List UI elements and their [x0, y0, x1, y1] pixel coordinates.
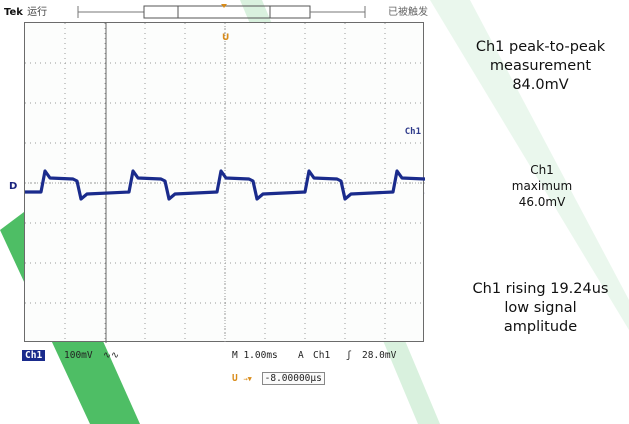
volts-per-div: 100mV: [64, 350, 93, 361]
scope-status-bar: Ch1 100mV ∿∿ M 1.00ms A Ch1 ʃ 28.0mV: [22, 350, 432, 364]
oscilloscope-screen: Tek 运行 已被触发 U Ch1 D Ch1 100mV ∿∿ M 1.00m…: [0, 0, 432, 385]
trigger-source: Ch1: [313, 350, 331, 361]
rising-line-1: Ch1 rising 19.24us: [472, 281, 609, 297]
offset-value: -8.00000µs: [261, 372, 325, 385]
ch1-waveform: [25, 169, 425, 201]
channel-badge: Ch1: [22, 350, 46, 361]
graticule: U: [25, 23, 425, 343]
trigger-level: 28.0mV: [362, 350, 397, 361]
trigger-offset-icon: U: [232, 373, 238, 384]
maximum-line-1: Ch1: [530, 163, 554, 177]
brand-name: Tek: [4, 7, 23, 18]
scope-top-bar: Tek 运行 已被触发: [0, 0, 430, 22]
peak-to-peak-line-1: Ch1 peak-to-peak: [475, 39, 606, 55]
brand-label: Tek 运行: [4, 3, 47, 18]
coupling-icon: ∿∿: [103, 350, 119, 361]
run-status: 运行: [27, 7, 48, 18]
peak-to-peak-value: 84.0mV: [512, 77, 569, 94]
peak-to-peak-line-2: measurement: [489, 58, 592, 75]
rising-line-3: amplitude: [503, 319, 578, 336]
timebase: M 1.00ms: [232, 350, 278, 361]
peak-to-peak-measurement: Ch1 peak-to-peak measurement 84.0mV: [452, 38, 629, 95]
maximum-line-2: maximum: [511, 178, 573, 193]
trigger-marker-icon: U: [222, 33, 229, 43]
ch1-trace-label: Ch1: [404, 127, 421, 137]
maximum-measurement: Ch1 maximum 46.0mV: [480, 163, 604, 210]
trigger-position-icon: [221, 4, 227, 8]
trigger-mode: A: [298, 350, 304, 361]
trigger-state: 已被触发: [388, 7, 428, 18]
rising-measurement: Ch1 rising 19.24us low signal amplitude: [452, 280, 629, 337]
trigger-slope-icon: ʃ: [346, 350, 352, 361]
waveform-display: U Ch1: [24, 22, 425, 343]
horizontal-offset: U →▼ -8.00000µs: [232, 372, 325, 385]
rising-line-2: low signal: [504, 300, 577, 317]
record-position-bar: [77, 4, 366, 19]
maximum-value: 46.0mV: [518, 194, 566, 209]
ground-level-marker: D: [9, 181, 18, 192]
offset-arrow-icon: →▼: [243, 375, 252, 383]
